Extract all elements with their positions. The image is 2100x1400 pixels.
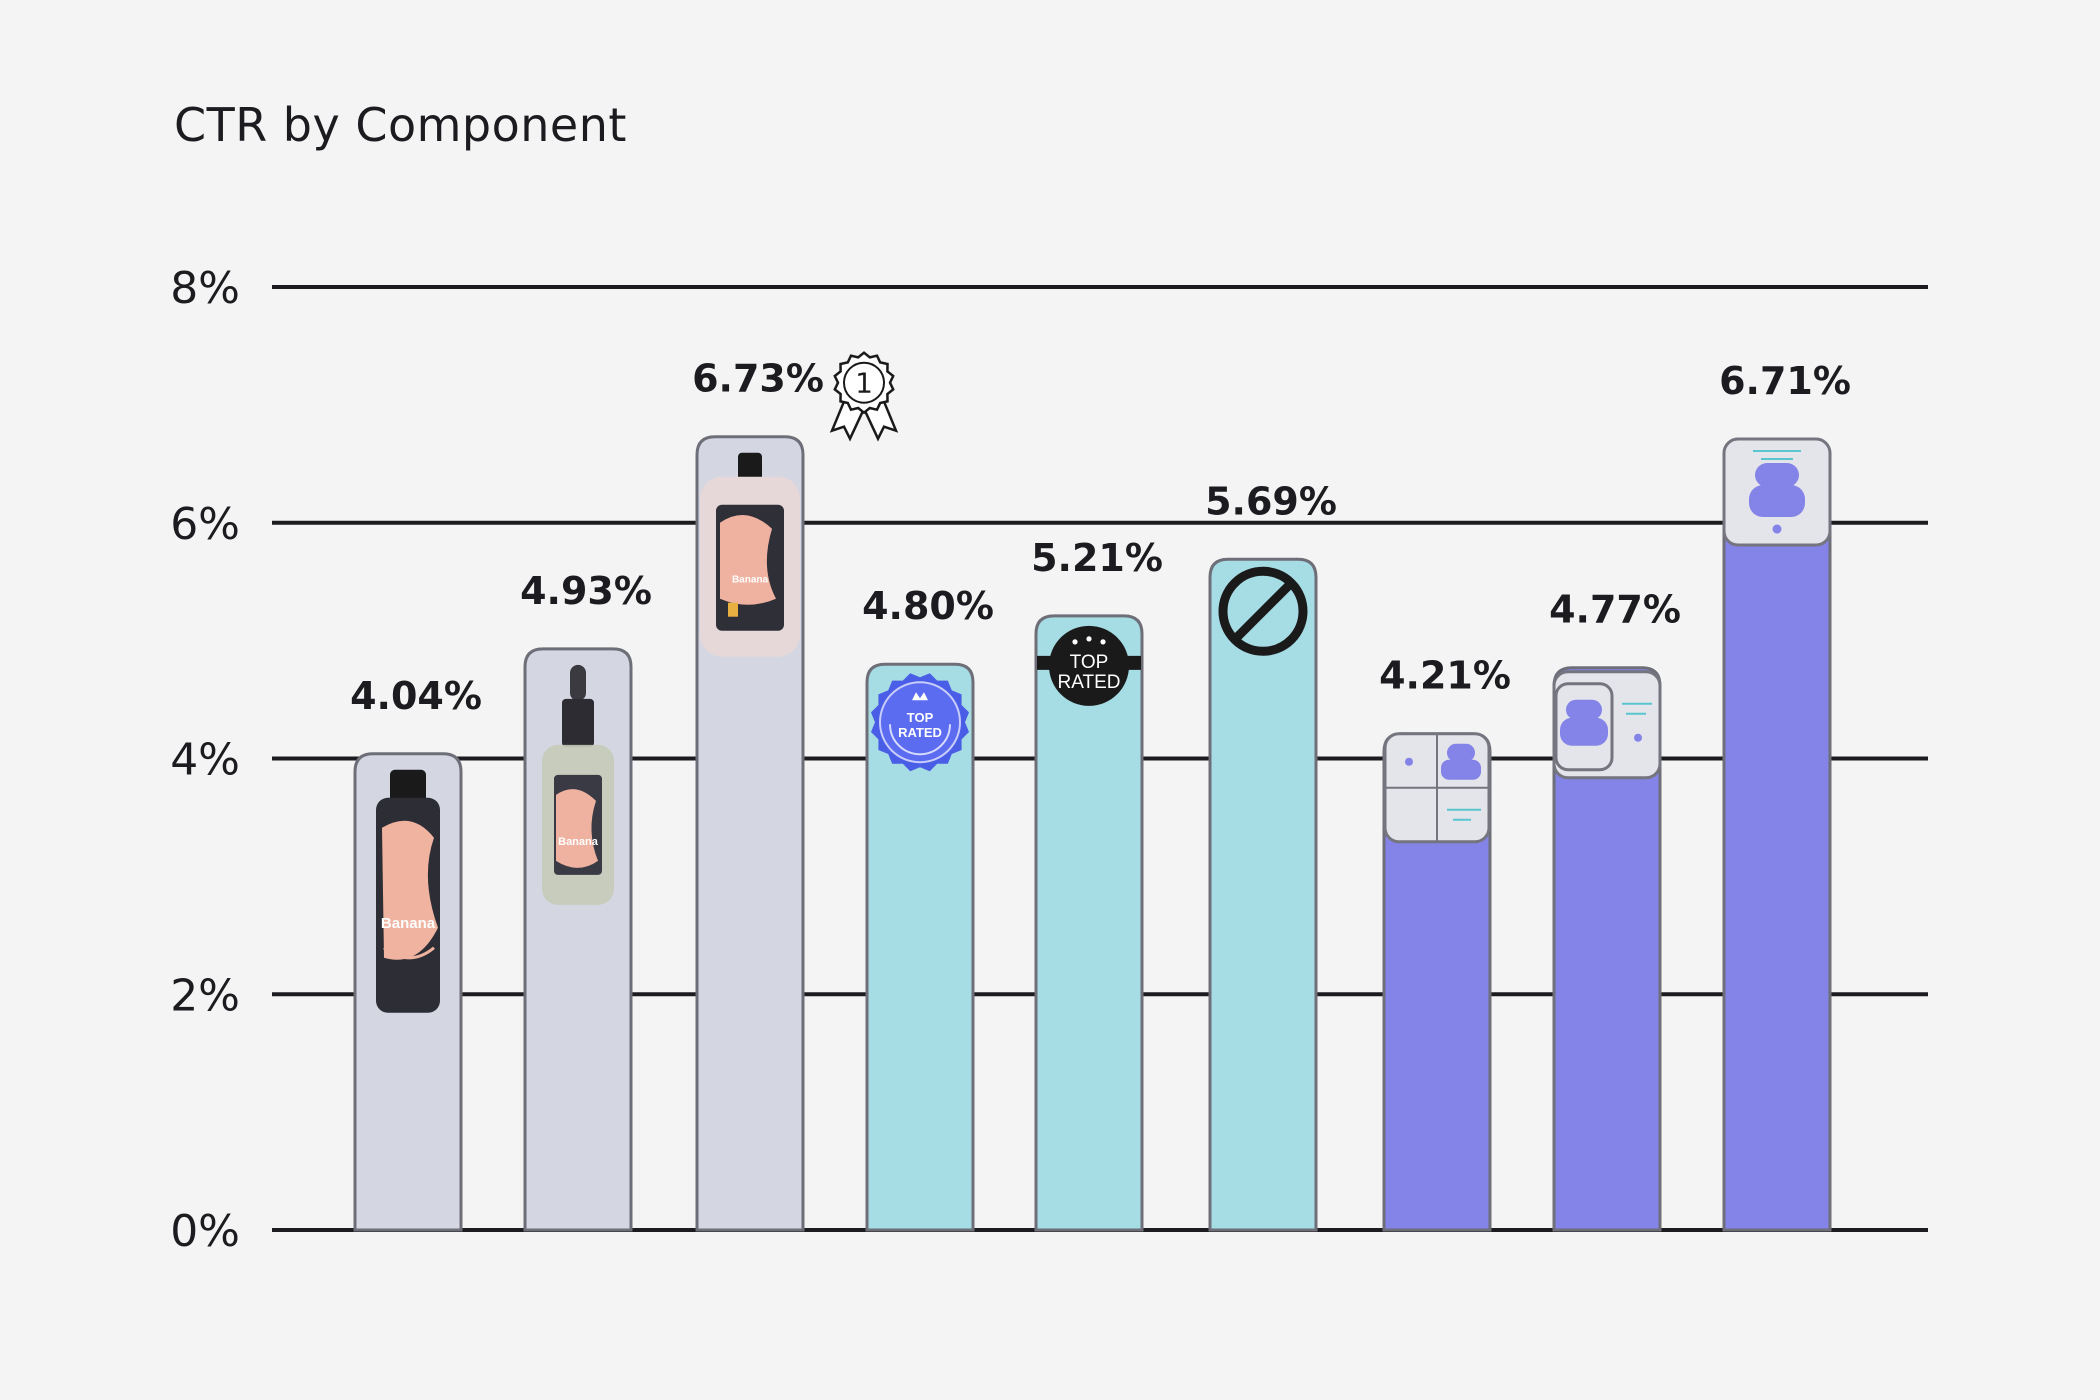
data-label: 4.80% — [862, 584, 994, 628]
first-place-ribbon-icon: 1 — [829, 351, 899, 442]
product-label: Banana — [381, 915, 436, 932]
y-tick-label: 8% — [170, 263, 240, 314]
black-bottle-icon: Banana — [376, 769, 440, 1013]
bar-group: 4.21% — [1379, 654, 1511, 1232]
bar-group: 4.77% — [1549, 588, 1681, 1232]
data-label: 6.71% — [1719, 359, 1851, 403]
bar-group: Banana 4.93% — [520, 569, 652, 1232]
data-label: 4.93% — [520, 569, 652, 613]
bar-group: 6.71% — [1719, 359, 1851, 1232]
bar-group: Banana 6.73% 1 — [692, 351, 899, 1232]
data-label: 4.04% — [350, 674, 482, 718]
bar[interactable] — [1208, 557, 1318, 1232]
y-tick-label: 6% — [170, 499, 240, 550]
winner-rank-text: 1 — [855, 367, 873, 400]
bar[interactable] — [865, 662, 975, 1232]
y-tick-label: 2% — [170, 970, 240, 1021]
badge-text-top: TOP — [1070, 652, 1109, 673]
frosted-bottle-icon: Banana — [700, 452, 800, 657]
dropper-bottle-icon: Banana — [542, 664, 614, 905]
data-label: 5.69% — [1205, 479, 1337, 523]
data-label: 5.21% — [1031, 536, 1163, 580]
bar[interactable] — [1034, 614, 1144, 1232]
data-label: 4.77% — [1549, 588, 1681, 632]
product-label: Banana — [558, 836, 599, 848]
seal-text-top: TOP — [907, 710, 934, 725]
badge-text-bottom: RATED — [1058, 672, 1121, 693]
data-label: 4.21% — [1379, 654, 1511, 698]
bar-group: Banana 4.04% — [350, 674, 482, 1232]
bar-group: 5.69% — [1205, 479, 1337, 1232]
grid-layout-card-icon — [1383, 732, 1491, 844]
seal-text-bottom: RATED — [898, 725, 942, 740]
mobile-card-icon — [1722, 437, 1832, 547]
product-label: Banana — [732, 575, 769, 586]
bar[interactable] — [1722, 437, 1832, 1232]
y-tick-label: 0% — [170, 1206, 240, 1257]
data-label: 6.73% — [692, 357, 824, 401]
y-tick-label: 4% — [170, 735, 240, 786]
stacked-card-icon — [1552, 670, 1662, 780]
chart-title: CTR by Component — [174, 98, 627, 152]
no-badge-icon — [1218, 566, 1308, 656]
